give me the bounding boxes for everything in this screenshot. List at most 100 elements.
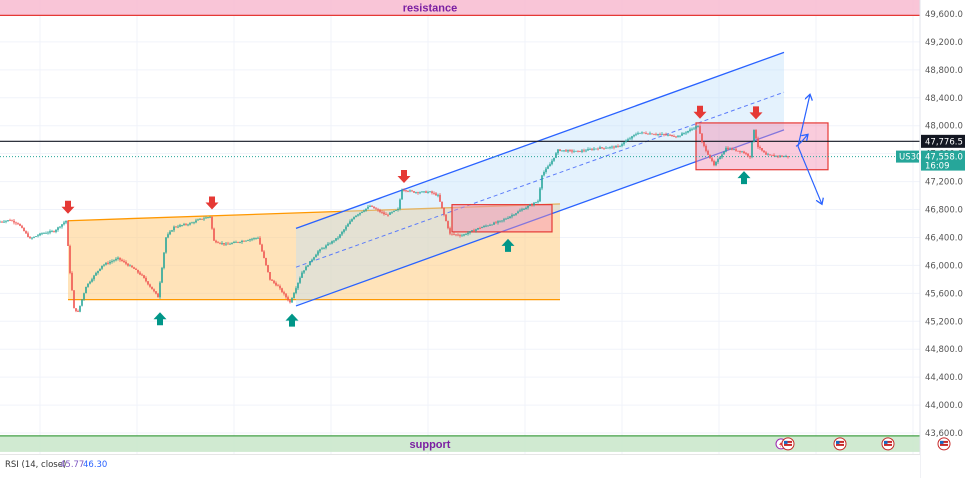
candle-body [287, 297, 289, 301]
candle-body [59, 226, 61, 228]
candle-body [231, 242, 233, 244]
price-tick-label: 44,400.0 [925, 373, 963, 383]
candle-body [611, 146, 613, 148]
candle-body [567, 150, 569, 152]
candle-body [717, 159, 719, 162]
candle-body [675, 136, 677, 138]
candle-body [635, 134, 637, 136]
countdown-text: 16:09 [925, 162, 950, 172]
candle-body [337, 237, 339, 239]
candle-body [191, 222, 193, 224]
candle-body [381, 211, 383, 213]
candle-body [361, 211, 363, 213]
candle-body [425, 191, 427, 193]
candle-body [743, 151, 745, 154]
candle-body [75, 308, 77, 312]
down-arrow-icon [693, 105, 707, 119]
up-arrow-icon [501, 238, 515, 252]
candle-body [667, 134, 669, 136]
candle-body [183, 224, 185, 226]
candle-body [411, 190, 413, 192]
candle-body [511, 215, 513, 217]
candle-body [505, 218, 507, 220]
candle-body [115, 258, 117, 261]
candle-body [113, 260, 115, 262]
candle-body [679, 135, 681, 137]
candle-body [763, 150, 765, 153]
flag-stripe [836, 440, 844, 443]
candle-body [647, 133, 649, 135]
price-axis: 49,600.0 49,200.0 48,800.0 48,400.0 48,000.0… [896, 0, 969, 478]
candle-body [525, 207, 527, 210]
candle-body [195, 220, 197, 223]
candle-body [193, 222, 195, 224]
candle-body [297, 282, 299, 289]
candle-body [79, 305, 81, 312]
candle-body [423, 191, 425, 193]
candle-body [491, 224, 493, 226]
candle-body [499, 220, 501, 222]
down-arrow-icon [749, 106, 763, 120]
annotations [61, 94, 823, 327]
candle-body [251, 238, 253, 240]
candle-body [353, 217, 355, 220]
candle-body [311, 259, 313, 262]
candle-body [161, 267, 163, 283]
candle-body [699, 126, 701, 134]
candle-body [589, 149, 591, 150]
candle-body [355, 215, 357, 218]
candle-body [605, 147, 607, 149]
flag-stripe [940, 443, 948, 446]
candle-body [273, 280, 275, 283]
candle-body [449, 228, 451, 234]
candle-body [595, 148, 597, 150]
candle-body [655, 134, 657, 136]
candle-body [139, 272, 141, 275]
candle-body [107, 263, 109, 264]
candle-body [129, 265, 131, 267]
candle-body [745, 153, 747, 154]
candle-body [461, 235, 463, 237]
flag-canton [884, 440, 888, 444]
candle-body [465, 234, 467, 235]
rsi-indicator-legend[interactable]: RSI (14, close) 45.77 46.30 [0, 454, 920, 479]
candle-body [247, 240, 249, 242]
candle-body [623, 142, 625, 145]
candle-body [527, 206, 529, 208]
candle-body [715, 161, 717, 166]
candle-body [493, 222, 495, 225]
candle-body [561, 150, 563, 152]
candle-body [229, 243, 231, 245]
candle-body [57, 227, 59, 230]
symbol-text: US30 [899, 153, 921, 163]
candle-body [1, 221, 3, 223]
flag-stripe [884, 440, 892, 443]
candle-body [279, 286, 281, 289]
candle-body [683, 133, 685, 134]
candle-body [99, 268, 101, 271]
candle-body [531, 204, 533, 206]
candle-body [283, 292, 285, 294]
candle-body [415, 192, 417, 194]
candle-body [187, 224, 189, 226]
candle-body [385, 214, 387, 215]
candle-body [741, 151, 743, 153]
candle-body [253, 238, 255, 239]
candle-body [239, 242, 241, 243]
candle-body [539, 188, 541, 202]
candle-body [457, 234, 459, 236]
candle-body [67, 220, 69, 246]
current-price-tag [921, 150, 965, 171]
candle-body [487, 225, 489, 227]
candle-body [119, 257, 121, 260]
candle-body [169, 231, 171, 235]
candle-body [645, 132, 647, 134]
candle-body [83, 293, 85, 300]
candle-body [685, 132, 687, 134]
candle-body [687, 130, 689, 133]
candle-body [669, 134, 671, 136]
candle-body [103, 264, 105, 266]
candle-body [55, 229, 57, 232]
candle-body [317, 251, 319, 255]
